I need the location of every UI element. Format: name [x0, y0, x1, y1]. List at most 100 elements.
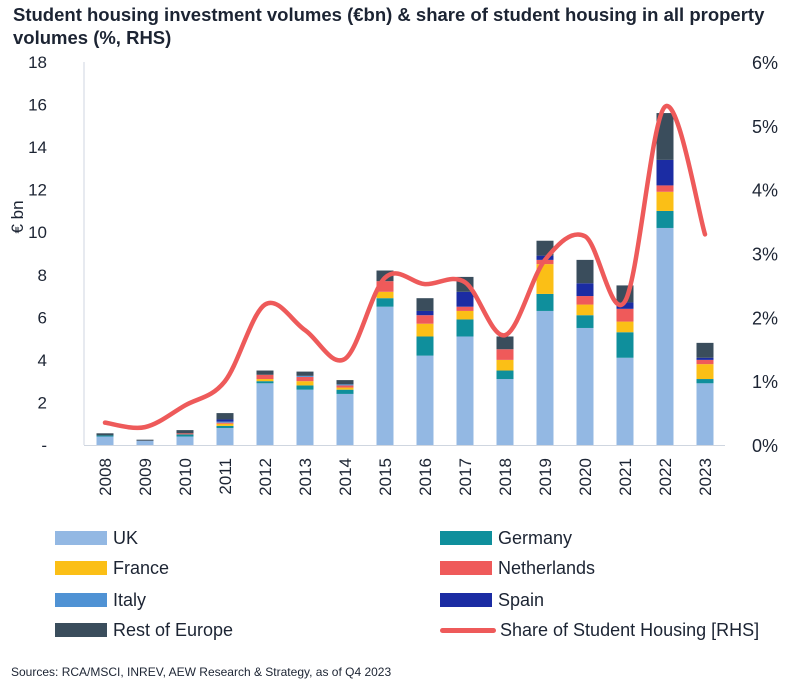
x-tick-label: 2015 [376, 458, 395, 496]
x-tick-label: 2011 [216, 458, 235, 495]
y-tick-label: 12 [28, 181, 47, 200]
bar-segment-rest-of-europe [296, 371, 314, 376]
bar-segment-uk [456, 336, 474, 445]
bar-segment-netherlands [696, 359, 714, 365]
bar-segment-spain [616, 302, 634, 309]
bar-segment-uk [256, 383, 274, 445]
x-tick-label: 2010 [176, 458, 195, 496]
bar-segment-germany [656, 210, 674, 228]
bar-segment-germany [96, 435, 114, 437]
y-tick-label: - [41, 436, 47, 455]
bar-segment-france [256, 379, 274, 382]
bar-segment-spain [696, 357, 714, 360]
bar-segment-rest-of-europe [336, 380, 354, 385]
bar-segment-france [696, 364, 714, 380]
bars [96, 113, 714, 445]
bar-segment-italy [296, 375, 314, 377]
bar-segment-france [576, 304, 594, 316]
bar-segment-uk [136, 440, 154, 445]
bar-segment-netherlands [656, 185, 674, 192]
x-tick-label: 2013 [296, 458, 315, 496]
bar-segment-uk [496, 379, 514, 445]
bar-segment-uk [296, 389, 314, 445]
bar-segment-germany [616, 332, 634, 358]
bar-segment-france [456, 310, 474, 320]
bar-segment-germany [256, 381, 274, 384]
x-tick-label: 2018 [496, 458, 515, 496]
bar-segment-rest-of-europe [496, 336, 514, 350]
bar-segment-spain [656, 159, 674, 186]
bar-segment-rest-of-europe [136, 439, 154, 441]
share-line [102, 104, 708, 431]
bar-segment-spain [416, 310, 434, 316]
y-tick-label: 14 [28, 138, 47, 157]
bar-segment-germany [296, 385, 314, 390]
bar-segment-germany [416, 336, 434, 356]
bar-segment-france [496, 359, 514, 371]
bar-segment-netherlands [416, 315, 434, 324]
x-tick-label: 2014 [336, 458, 355, 496]
y2-tick-label: 0% [752, 436, 778, 456]
y-tick-label: 10 [28, 223, 47, 242]
bar-segment-france [336, 387, 354, 390]
x-tick-label: 2008 [96, 458, 115, 496]
bar-segment-germany [376, 298, 394, 307]
bar-segment-spain [456, 291, 474, 307]
bar-segment-spain [576, 283, 594, 297]
bar-segment-netherlands [176, 433, 194, 435]
x-tick-label: 2012 [256, 458, 275, 496]
bar-segment-italy [336, 384, 354, 386]
bar-segment-uk [696, 383, 714, 445]
bar-segment-germany [536, 293, 554, 311]
bar-segment-rest-of-europe [656, 113, 674, 160]
bar-segment-uk [216, 427, 234, 445]
bar-segment-uk [416, 355, 434, 445]
bar-segment-france [376, 291, 394, 299]
bar-segment-netherlands [376, 281, 394, 292]
bar-segment-netherlands [616, 308, 634, 322]
x-tick-label: 2020 [576, 458, 595, 496]
bar-segment-uk [96, 436, 114, 445]
x-axis: 2008 2009 2010 2011 2012 2013 2014 2015 2016 2017… [84, 445, 725, 496]
source-note: Sources: RCA/MSCI, INREV, AEW Research &… [11, 665, 392, 679]
bar-segment-germany [176, 434, 194, 437]
x-tick-label: 2019 [536, 458, 555, 496]
y-tick-label: 6 [38, 308, 47, 327]
bar-segment-france [616, 321, 634, 333]
bar-segment-netherlands [296, 376, 314, 382]
x-tick-label: 2023 [696, 458, 715, 496]
bar-segment-germany [496, 370, 514, 380]
y-tick-label: 18 [28, 53, 47, 72]
chart-title: Student housing investment volumes (€bn)… [13, 4, 765, 48]
x-tick-label: 2016 [416, 458, 435, 496]
y2-tick-label: 4% [752, 181, 778, 201]
bar-segment-spain [216, 419, 234, 422]
bar-segment-rest-of-europe [176, 430, 194, 434]
bar-segment-rest-of-europe [576, 259, 594, 284]
bar-segment-netherlands [576, 296, 594, 305]
bar-segment-france [216, 423, 234, 426]
y-axis-label: € bn [8, 200, 27, 233]
y2-tick-label: 6% [752, 53, 778, 73]
y2-tick-label: 3% [752, 245, 778, 265]
left-axis: - 2 4 6 8 10 12 14 16 18 [28, 53, 85, 455]
bar-segment-uk [656, 227, 674, 445]
bar-segment-germany [336, 389, 354, 394]
bar-segment-uk [336, 393, 354, 445]
x-tick-label: 2017 [456, 458, 475, 496]
share-line-path [102, 104, 708, 431]
bar-segment-uk [536, 310, 554, 445]
bar-segment-uk [176, 436, 194, 445]
bar-segment-germany [216, 425, 234, 428]
y-tick-label: 4 [38, 351, 47, 370]
right-axis: 0% 1% 2% 3% 4% 5% 6% [752, 53, 778, 456]
bar-segment-netherlands [336, 385, 354, 388]
y-tick-label: 2 [38, 393, 47, 412]
bar-segment-rest-of-europe [416, 298, 434, 311]
y2-tick-label: 1% [752, 372, 778, 392]
bar-segment-netherlands [256, 374, 274, 380]
bar-segment-italy [216, 421, 234, 423]
bar-segment-uk [576, 327, 594, 445]
y-tick-label: 16 [28, 96, 47, 115]
